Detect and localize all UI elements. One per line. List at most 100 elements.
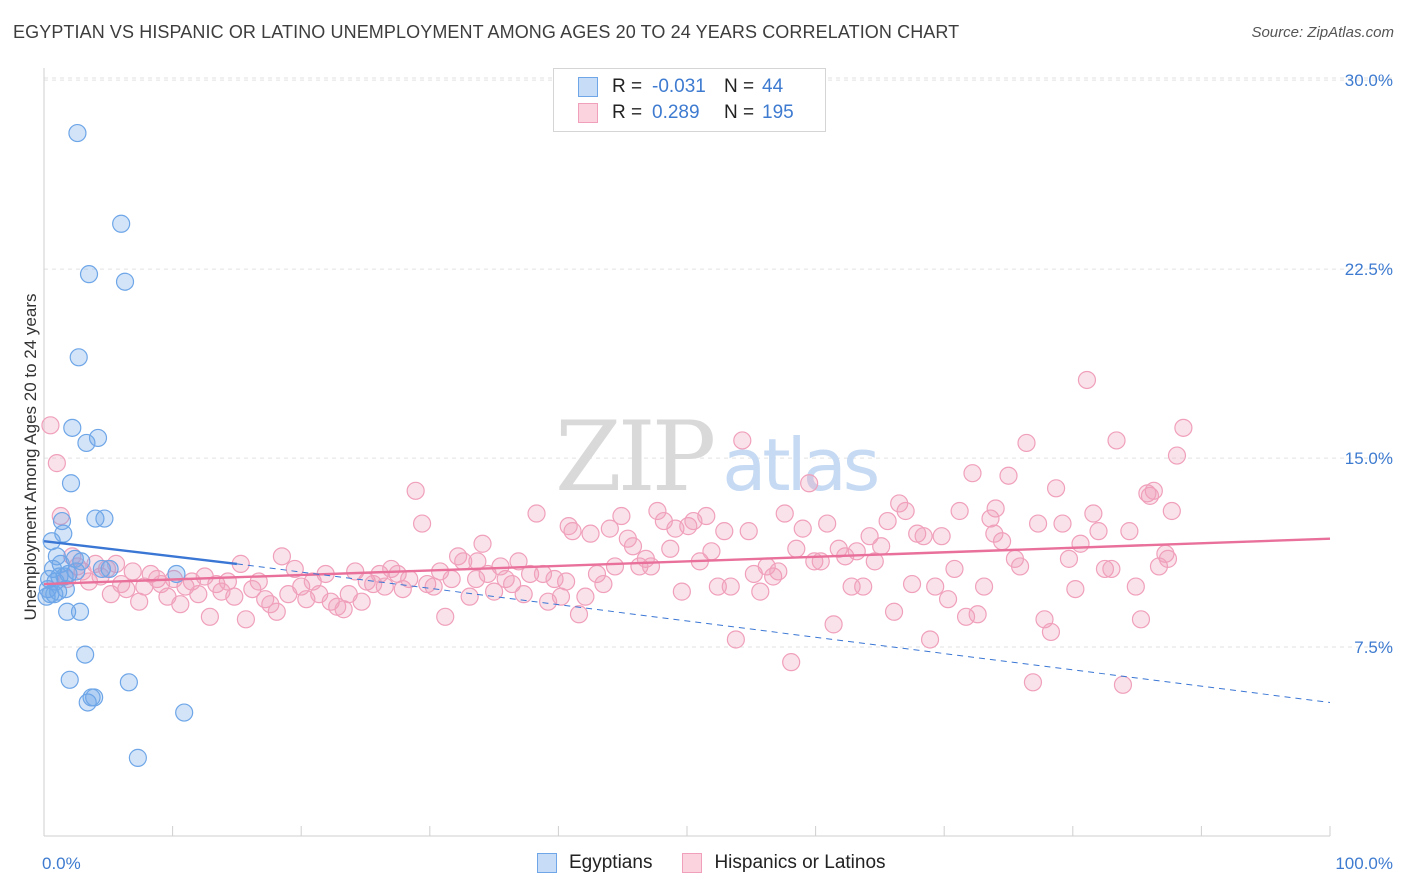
x-tick-labels: 0.0% 100.0%	[42, 854, 1393, 873]
y-tick-label: 15.0%	[1345, 449, 1393, 468]
hispanic-point	[672, 582, 691, 601]
hispanic-point	[878, 511, 897, 531]
hispanic-point	[945, 559, 964, 579]
hispanic-point	[600, 519, 619, 538]
hispanic-point	[956, 607, 976, 626]
y-tick-labels: 7.5% 15.0% 22.5% 30.0%	[1345, 71, 1393, 657]
hispanic-point	[872, 537, 891, 556]
hispanic-point	[41, 416, 60, 435]
hispanic-point	[527, 504, 546, 523]
hispanic-point	[764, 567, 783, 586]
egyptian-point	[79, 265, 99, 284]
egyptian-points	[37, 123, 194, 767]
egyptian-point	[61, 474, 81, 493]
hispanic-point	[1084, 504, 1103, 523]
hispanic-point	[824, 615, 843, 634]
hispanic-point	[782, 653, 801, 672]
hispanic-point	[1162, 501, 1181, 521]
hispanic-point	[884, 602, 904, 621]
hispanic-point	[726, 630, 745, 649]
legend-swatch-pink	[578, 103, 598, 123]
hispanic-point	[123, 562, 142, 581]
hispanic-point	[974, 577, 994, 596]
hispanic-point	[865, 552, 884, 571]
egyptian-trend-extension	[236, 563, 1331, 703]
series-legend: Egyptians Hispanics or Latinos	[537, 852, 916, 874]
hispanic-point	[661, 539, 680, 558]
hispanic-point	[473, 534, 492, 553]
hispanic-point	[829, 539, 848, 558]
hispanic-point	[902, 574, 922, 594]
hispanic-point	[1120, 522, 1139, 541]
hispanic-point	[800, 474, 819, 493]
egyptian-point	[58, 602, 77, 621]
hispanic-point	[189, 585, 208, 604]
hispanic-point	[503, 574, 522, 594]
hispanic-point	[775, 504, 794, 523]
hispanic-point	[612, 506, 631, 526]
hispanic-point	[702, 542, 721, 561]
hispanic-point	[818, 514, 837, 533]
hispanic-point	[576, 587, 595, 606]
egyptian-point	[88, 428, 108, 448]
hispanic-point	[243, 579, 262, 599]
hispanic-point	[256, 590, 275, 609]
hispanic-point	[938, 590, 958, 609]
hispanic-point	[751, 582, 770, 601]
egyptian-point	[112, 214, 131, 233]
hispanic-point	[218, 572, 237, 591]
r-value: -0.031	[652, 76, 706, 97]
hispanic-point	[623, 537, 643, 556]
hispanic-point	[412, 514, 432, 533]
source-label: Source: ZipAtlas.com	[1251, 24, 1394, 41]
hispanic-point	[999, 466, 1018, 485]
hispanic-point	[963, 464, 982, 483]
x-tick-label: 100.0%	[1335, 854, 1393, 873]
hispanic-point	[679, 517, 698, 536]
hispanic-point	[1113, 675, 1133, 694]
hispanic-point	[926, 577, 945, 596]
legend-swatch-blue	[578, 77, 598, 97]
legend-item-hispanics: Hispanics or Latinos	[682, 852, 886, 874]
n-label: N =	[724, 102, 755, 123]
hispanic-point	[171, 595, 190, 614]
r-label: R =	[612, 102, 643, 123]
hispanic-point	[509, 552, 528, 571]
egyptian-point	[115, 272, 135, 291]
egyptian-point	[100, 559, 119, 579]
hispanic-point	[920, 630, 940, 649]
legend-row-hispanics: R = 0.289 N = 195	[578, 101, 794, 125]
watermark: ZIP atlas	[555, 401, 877, 513]
hispanic-point	[236, 610, 256, 629]
hispanic-point	[847, 542, 866, 561]
hispanic-point	[896, 501, 915, 521]
hispanic-point	[1107, 431, 1126, 450]
hispanic-point	[375, 577, 394, 596]
hispanic-point	[932, 527, 951, 546]
hispanic-point	[261, 595, 280, 614]
hispanic-point	[112, 574, 131, 594]
hispanic-point	[1089, 522, 1108, 541]
hispanic-point	[460, 587, 479, 606]
x-tick-label: 0.0%	[42, 854, 81, 873]
legend-swatch-pink	[682, 853, 703, 873]
hispanic-trend-line	[43, 537, 1331, 586]
hispanic-point	[424, 577, 443, 596]
egyptian-point	[128, 748, 147, 767]
hispanic-point	[985, 524, 1004, 543]
hispanic-point	[605, 557, 625, 576]
egyptian-point	[70, 602, 90, 621]
hispanic-point	[1017, 433, 1036, 453]
hispanic-point	[442, 569, 461, 589]
hispanic-point	[1066, 579, 1085, 599]
hispanic-point	[860, 527, 879, 546]
hispanic-point	[890, 494, 909, 513]
hispanic-point	[466, 569, 486, 589]
egyptian-point	[63, 418, 82, 437]
egyptian-point	[119, 673, 138, 692]
hispanic-point	[594, 574, 613, 594]
hispanic-point	[559, 517, 578, 536]
hispanic-point	[117, 579, 136, 599]
hispanic-point	[721, 577, 740, 596]
y-tick-label: 7.5%	[1354, 638, 1393, 657]
